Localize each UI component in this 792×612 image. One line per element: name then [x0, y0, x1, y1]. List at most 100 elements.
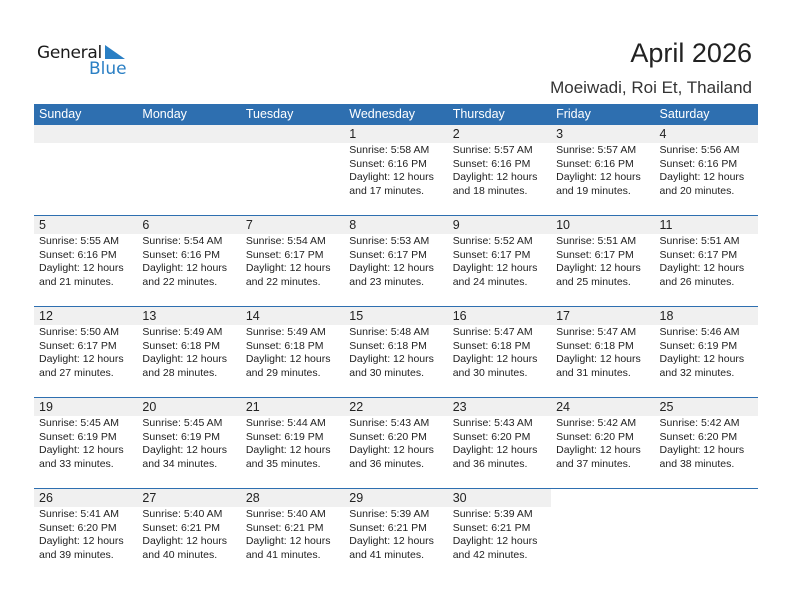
- day-cell: 20 Sunrise: 5:45 AM Sunset: 6:19 PM Dayligh…: [137, 398, 241, 488]
- minutes-text: and 20 minutes.: [659, 184, 735, 197]
- day-number: 5: [34, 216, 138, 234]
- day-cell: 4 Sunrise: 5:56 AM Sunset: 6:16 PM Daylight…: [654, 125, 758, 215]
- sunrise-text: Sunrise: 5:45 AM: [142, 417, 223, 429]
- sunrise-text: Sunrise: 5:47 AM: [556, 326, 637, 338]
- sunset-text: Sunset: 6:20 PM: [556, 430, 634, 443]
- day-number: 11: [654, 216, 758, 234]
- day-cell: 13 Sunrise: 5:49 AM Sunset: 6:18 PM Dayligh…: [137, 307, 241, 397]
- minutes-text: and 29 minutes.: [245, 366, 321, 379]
- day-cell: 11 Sunrise: 5:51 AM Sunset: 6:17 PM Dayligh…: [654, 216, 758, 306]
- sunrise-text: Sunrise: 5:45 AM: [39, 417, 119, 429]
- sunset-text: Sunset: 6:17 PM: [452, 248, 531, 261]
- sun-info: Sunrise: 5:45 AM Sunset: 6:19 PM Daylight:…: [137, 417, 240, 471]
- logo-triangle-icon: [105, 45, 125, 59]
- daylight-text: Daylight: 12 hours: [349, 444, 434, 457]
- logo-blue: Blue: [89, 59, 127, 79]
- empty-day-cell: [34, 125, 138, 215]
- daylight-text: Daylight: 12 hours: [39, 444, 124, 457]
- sunset-text: Sunset: 6:18 PM: [556, 339, 634, 352]
- sunset-text: Sunset: 6:19 PM: [39, 430, 117, 443]
- day-cell: 7 Sunrise: 5:54 AM Sunset: 6:17 PM Daylight…: [240, 216, 345, 306]
- sun-info: Sunrise: 5:39 AM Sunset: 6:21 PM Daylight:…: [344, 508, 447, 562]
- day-cell: 23 Sunrise: 5:43 AM Sunset: 6:20 PM Dayligh…: [447, 398, 552, 488]
- sunset-text: Sunset: 6:18 PM: [452, 339, 531, 352]
- day-number: 6: [137, 216, 241, 234]
- minutes-text: and 28 minutes.: [142, 366, 218, 379]
- daylight-text: Daylight: 12 hours: [245, 353, 331, 366]
- sun-info: Sunrise: 5:47 AM Sunset: 6:18 PM Daylight:…: [551, 326, 654, 380]
- daylight-text: Daylight: 12 hours: [349, 171, 434, 184]
- sunset-text: Sunset: 6:16 PM: [349, 157, 427, 170]
- daylight-text: Daylight: 12 hours: [452, 262, 538, 275]
- weekday-saturday: Saturday: [659, 107, 710, 121]
- sunrise-text: Sunrise: 5:49 AM: [245, 326, 326, 338]
- day-cell: 26 Sunrise: 5:41 AM Sunset: 6:20 PM Dayligh…: [34, 489, 138, 579]
- sun-info: Sunrise: 5:41 AM Sunset: 6:20 PM Daylight:…: [34, 508, 137, 562]
- date-bar: [240, 125, 345, 143]
- day-number: 9: [447, 216, 552, 234]
- sun-info: Sunrise: 5:48 AM Sunset: 6:18 PM Daylight:…: [344, 326, 447, 380]
- sunset-text: Sunset: 6:19 PM: [245, 430, 324, 443]
- sunrise-text: Sunrise: 5:44 AM: [245, 417, 326, 429]
- sunrise-text: Sunrise: 5:52 AM: [452, 235, 533, 247]
- minutes-text: and 35 minutes.: [245, 457, 321, 470]
- day-cell: 1 Sunrise: 5:58 AM Sunset: 6:16 PM Daylight…: [344, 125, 448, 215]
- day-number: 12: [34, 307, 138, 325]
- sunset-text: Sunset: 6:17 PM: [245, 248, 324, 261]
- daylight-text: Daylight: 12 hours: [659, 171, 745, 184]
- day-number: 7: [240, 216, 345, 234]
- daylight-text: Daylight: 12 hours: [142, 444, 228, 457]
- empty-day-cell: [655, 489, 758, 579]
- sun-info: Sunrise: 5:51 AM Sunset: 6:17 PM Daylight:…: [551, 235, 654, 289]
- sunrise-text: Sunrise: 5:39 AM: [349, 508, 430, 520]
- minutes-text: and 22 minutes.: [245, 275, 321, 288]
- day-cell: 21 Sunrise: 5:44 AM Sunset: 6:19 PM Dayligh…: [240, 398, 345, 488]
- day-cell: 16 Sunrise: 5:47 AM Sunset: 6:18 PM Dayligh…: [447, 307, 552, 397]
- sunset-text: Sunset: 6:20 PM: [349, 430, 427, 443]
- minutes-text: and 33 minutes.: [39, 457, 114, 470]
- sun-info: Sunrise: 5:47 AM Sunset: 6:18 PM Daylight:…: [448, 326, 551, 380]
- sun-info: Sunrise: 5:40 AM Sunset: 6:21 PM Daylight:…: [241, 508, 344, 562]
- sunrise-text: Sunrise: 5:55 AM: [39, 235, 119, 247]
- sun-info: Sunrise: 5:39 AM Sunset: 6:21 PM Daylight:…: [448, 508, 551, 562]
- minutes-text: and 40 minutes.: [142, 548, 218, 561]
- sunrise-text: Sunrise: 5:58 AM: [349, 144, 430, 156]
- day-number: 8: [344, 216, 448, 234]
- week-row: 5 Sunrise: 5:55 AM Sunset: 6:16 PM Daylight…: [34, 215, 758, 306]
- empty-day-cell: [551, 489, 654, 579]
- empty-day-cell: [240, 125, 345, 215]
- sun-info: Sunrise: 5:57 AM Sunset: 6:16 PM Daylight:…: [448, 144, 551, 198]
- sunset-text: Sunset: 6:18 PM: [245, 339, 324, 352]
- sunrise-text: Sunrise: 5:43 AM: [452, 417, 533, 429]
- location: Moeiwadi, Roi Et, Thailand: [550, 78, 752, 97]
- day-number: 10: [551, 216, 655, 234]
- daylight-text: Daylight: 12 hours: [349, 262, 434, 275]
- daylight-text: Daylight: 12 hours: [556, 353, 641, 366]
- minutes-text: and 41 minutes.: [349, 548, 424, 561]
- minutes-text: and 24 minutes.: [452, 275, 528, 288]
- sunrise-text: Sunrise: 5:43 AM: [349, 417, 430, 429]
- sun-info: Sunrise: 5:52 AM Sunset: 6:17 PM Daylight:…: [448, 235, 551, 289]
- sun-info: Sunrise: 5:43 AM Sunset: 6:20 PM Daylight:…: [448, 417, 551, 471]
- sunset-text: Sunset: 6:16 PM: [659, 157, 738, 170]
- day-cell: 12 Sunrise: 5:50 AM Sunset: 6:17 PM Dayligh…: [34, 307, 138, 397]
- sun-info: Sunrise: 5:57 AM Sunset: 6:16 PM Daylight:…: [551, 144, 654, 198]
- daylight-text: Daylight: 12 hours: [349, 535, 434, 548]
- day-cell: 19 Sunrise: 5:45 AM Sunset: 6:19 PM Dayligh…: [34, 398, 138, 488]
- minutes-text: and 17 minutes.: [349, 184, 424, 197]
- day-cell: 25 Sunrise: 5:42 AM Sunset: 6:20 PM Dayligh…: [654, 398, 758, 488]
- minutes-text: and 30 minutes.: [349, 366, 424, 379]
- day-cell: 14 Sunrise: 5:49 AM Sunset: 6:18 PM Dayligh…: [240, 307, 345, 397]
- sunrise-text: Sunrise: 5:49 AM: [142, 326, 223, 338]
- week-row: 26 Sunrise: 5:41 AM Sunset: 6:20 PM Dayligh…: [34, 488, 758, 579]
- sun-info: Sunrise: 5:44 AM Sunset: 6:19 PM Daylight:…: [241, 417, 344, 471]
- daylight-text: Daylight: 12 hours: [556, 262, 641, 275]
- day-number: 4: [654, 125, 758, 143]
- sunrise-text: Sunrise: 5:56 AM: [659, 144, 740, 156]
- weekday-wednesday: Wednesday: [349, 107, 416, 121]
- daylight-text: Daylight: 12 hours: [142, 535, 228, 548]
- day-number: 2: [447, 125, 552, 143]
- sun-info: Sunrise: 5:40 AM Sunset: 6:21 PM Daylight:…: [137, 508, 240, 562]
- minutes-text: and 31 minutes.: [556, 366, 631, 379]
- day-number: 18: [654, 307, 758, 325]
